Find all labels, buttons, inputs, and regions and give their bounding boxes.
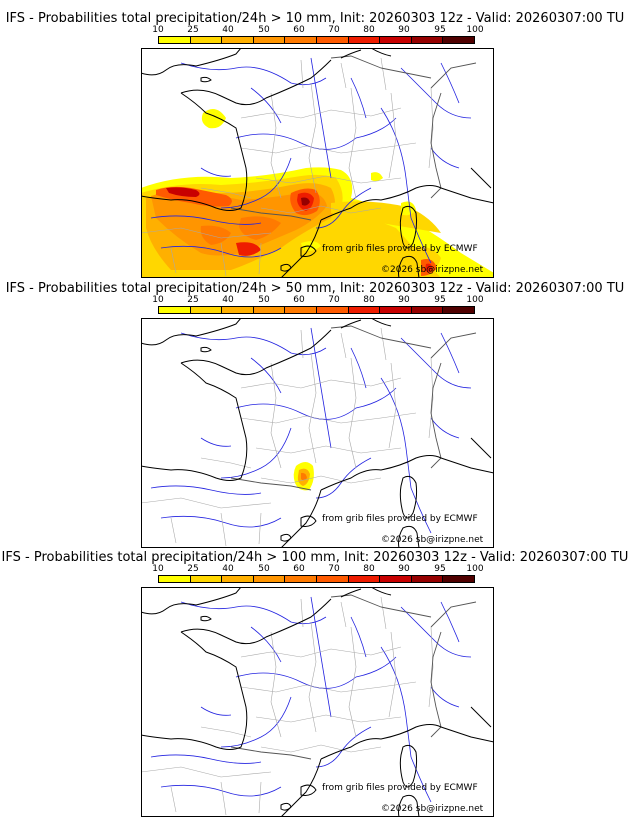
panel-50mm: IFS - Probabilities total precipitation/… (0, 270, 630, 548)
tick-label: 60 (293, 564, 305, 574)
credit-copyright: ©2026 sb@irizpne.net (381, 804, 484, 814)
credit-source: from grib files provided by ECMWF (322, 514, 478, 524)
colorbar-ticks: 10 25 40 50 60 70 80 90 95 100 (146, 564, 500, 575)
tick-label: 25 (187, 25, 199, 35)
colorbar-segment (222, 37, 254, 43)
panel-title: IFS - Probabilities total precipitation/… (5, 11, 625, 26)
colorbar-segment (253, 37, 286, 43)
tick-label: 50 (258, 564, 270, 574)
colorbar-segment (285, 307, 317, 313)
colorbar-segment (443, 307, 474, 313)
colorbar-segment (380, 37, 412, 43)
credit-copyright: ©2026 sb@irizpne.net (381, 535, 484, 545)
tick-label: 10 (152, 564, 164, 574)
tick-label: 80 (363, 564, 375, 574)
panel-100mm: IFS - Probabilities total precipitation/… (0, 539, 630, 817)
tick-label: 10 (152, 25, 164, 35)
colorbar (158, 36, 475, 44)
tick-label: 10 (152, 295, 164, 305)
tick-label: 95 (434, 295, 446, 305)
colorbar-segment (253, 307, 286, 313)
colorbar-segment (411, 37, 444, 43)
colorbar-segment (159, 307, 191, 313)
colorbar-segment (380, 576, 412, 582)
tick-label: 90 (398, 295, 410, 305)
panel-title: IFS - Probabilities total precipitation/… (1, 550, 629, 565)
panel-10mm: IFS - Probabilities total precipitation/… (0, 0, 630, 278)
colorbar-segment (222, 307, 254, 313)
colorbar-segment (222, 576, 254, 582)
colorbar-segment (348, 37, 381, 43)
colorbar-segment (316, 576, 349, 582)
tick-label: 40 (222, 564, 234, 574)
map-frame (141, 318, 494, 548)
tick-label: 95 (434, 564, 446, 574)
tick-label: 100 (466, 295, 484, 305)
tick-label: 100 (466, 564, 484, 574)
tick-label: 60 (293, 295, 305, 305)
tick-label: 70 (328, 295, 340, 305)
credit-copyright: ©2026 sb@irizpne.net (381, 265, 484, 275)
tick-label: 90 (398, 564, 410, 574)
colorbar-segment (411, 307, 444, 313)
map-frame (141, 587, 494, 817)
tick-label: 100 (466, 25, 484, 35)
colorbar-segment (443, 37, 474, 43)
tick-label: 70 (328, 564, 340, 574)
colorbar-ticks: 10 25 40 50 60 70 80 90 95 100 (146, 295, 500, 306)
tick-label: 80 (363, 25, 375, 35)
colorbar-segment (380, 307, 412, 313)
tick-label: 90 (398, 25, 410, 35)
credit-source: from grib files provided by ECMWF (322, 783, 478, 793)
colorbar-segment (316, 37, 349, 43)
tick-label: 50 (258, 295, 270, 305)
colorbar-segment (411, 576, 444, 582)
tick-label: 95 (434, 25, 446, 35)
colorbar-segment (159, 576, 191, 582)
credit-source: from grib files provided by ECMWF (322, 244, 478, 254)
tick-label: 40 (222, 25, 234, 35)
precip-field (141, 109, 494, 278)
tick-label: 60 (293, 25, 305, 35)
colorbar-segment (285, 576, 317, 582)
colorbar-segment (253, 576, 286, 582)
tick-label: 40 (222, 295, 234, 305)
colorbar-segment (316, 307, 349, 313)
colorbar (158, 575, 475, 583)
tick-label: 25 (187, 564, 199, 574)
panel-title: IFS - Probabilities total precipitation/… (5, 281, 625, 296)
colorbar-segment (348, 307, 381, 313)
tick-label: 70 (328, 25, 340, 35)
precip-field (293, 462, 314, 491)
colorbar-segment (190, 37, 223, 43)
colorbar-segment (159, 37, 191, 43)
colorbar (158, 306, 475, 314)
colorbar-ticks: 10 25 40 50 60 70 80 90 95 100 (146, 25, 500, 36)
colorbar-segment (190, 307, 223, 313)
map-frame (141, 48, 494, 278)
tick-label: 50 (258, 25, 270, 35)
tick-label: 25 (187, 295, 199, 305)
colorbar-segment (348, 576, 381, 582)
colorbar-segment (190, 576, 223, 582)
colorbar-segment (443, 576, 474, 582)
tick-label: 80 (363, 295, 375, 305)
colorbar-segment (285, 37, 317, 43)
